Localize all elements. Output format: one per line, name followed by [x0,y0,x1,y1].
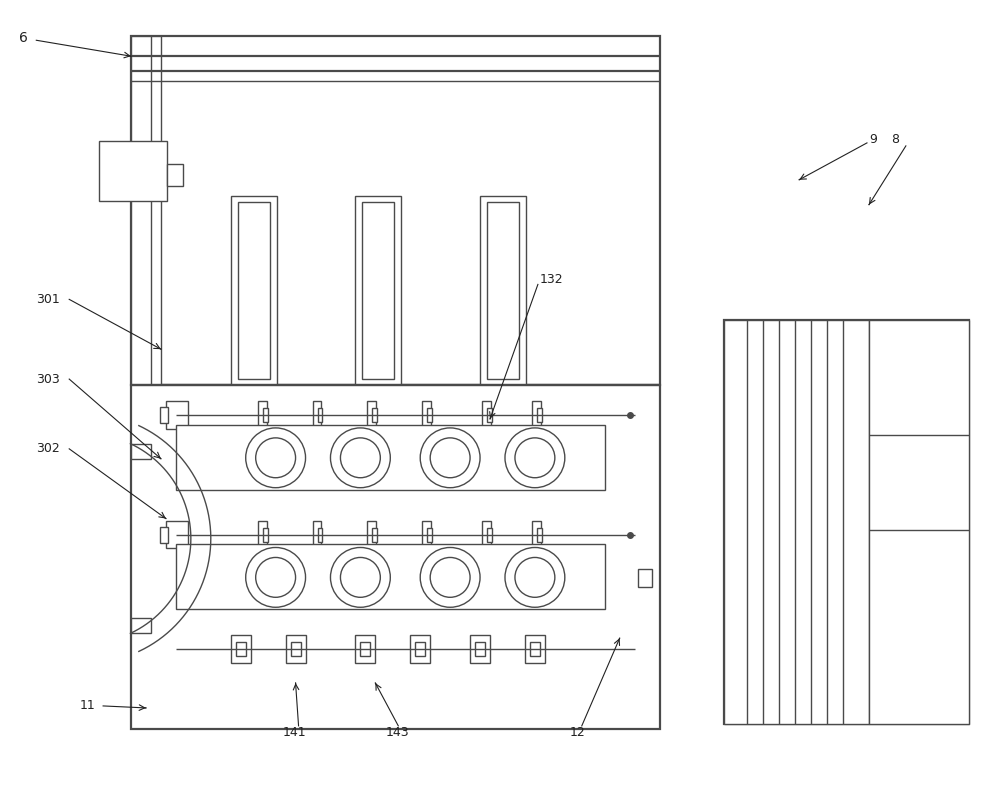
Bar [470,635,490,663]
Bar [638,570,652,587]
Bar [286,635,306,663]
Bar [160,407,168,423]
Text: 141: 141 [283,726,306,739]
Bar [415,642,425,656]
Circle shape [515,558,555,598]
Bar [372,527,377,542]
Circle shape [430,558,470,598]
Text: 301: 301 [36,293,60,306]
Circle shape [256,558,296,598]
Text: 302: 302 [36,443,60,455]
Bar [532,401,541,429]
Text: 143: 143 [385,726,409,739]
Circle shape [515,438,555,478]
Circle shape [420,547,480,607]
Bar [724,320,969,724]
Circle shape [330,547,390,607]
Bar [487,201,519,379]
Bar [482,521,491,548]
Text: 6: 6 [19,31,28,46]
Bar [258,401,267,429]
Bar [258,521,267,548]
Circle shape [246,428,306,487]
Bar [532,521,541,548]
Bar [131,385,660,729]
Circle shape [430,438,470,478]
Bar [724,320,869,724]
Bar [355,635,375,663]
Circle shape [340,438,380,478]
Bar [176,544,605,610]
Bar [360,642,370,656]
Bar [487,527,492,542]
Bar [487,408,492,422]
Text: 132: 132 [540,273,564,286]
Bar [537,408,542,422]
Bar [480,196,526,385]
Bar [231,635,251,663]
Bar [355,196,401,385]
Bar [427,527,432,542]
Bar [99,141,167,201]
Circle shape [505,547,565,607]
Bar [482,401,491,429]
Bar [525,635,545,663]
Bar [166,401,188,429]
Bar [160,527,168,543]
Bar [367,401,376,429]
Circle shape [340,558,380,598]
Text: 12: 12 [570,726,586,739]
Bar [422,401,431,429]
Bar [236,642,246,656]
Text: 9: 9 [869,133,877,146]
Bar [263,408,268,422]
Text: 303: 303 [36,372,60,386]
Bar [318,408,322,422]
Bar [362,201,394,379]
Circle shape [330,428,390,487]
Bar [318,527,322,542]
Bar [427,408,432,422]
Bar [410,635,430,663]
Bar [131,444,151,459]
Bar [291,642,301,656]
Bar [263,527,268,542]
Bar [166,521,188,548]
Bar [367,521,376,548]
Bar [530,642,540,656]
Circle shape [420,428,480,487]
Text: 8: 8 [891,133,899,146]
Bar [231,196,277,385]
Bar [422,521,431,548]
Bar [537,527,542,542]
Bar [167,164,183,185]
Bar [238,201,270,379]
Bar [372,408,377,422]
Bar [869,320,969,724]
Circle shape [246,547,306,607]
Bar [151,36,161,385]
Circle shape [505,428,565,487]
Bar [475,642,485,656]
Bar [131,36,660,385]
Text: 11: 11 [79,699,95,713]
Bar [313,401,321,429]
Bar [176,425,605,490]
Bar [131,618,151,633]
Bar [313,521,321,548]
Circle shape [256,438,296,478]
Bar [131,36,156,385]
